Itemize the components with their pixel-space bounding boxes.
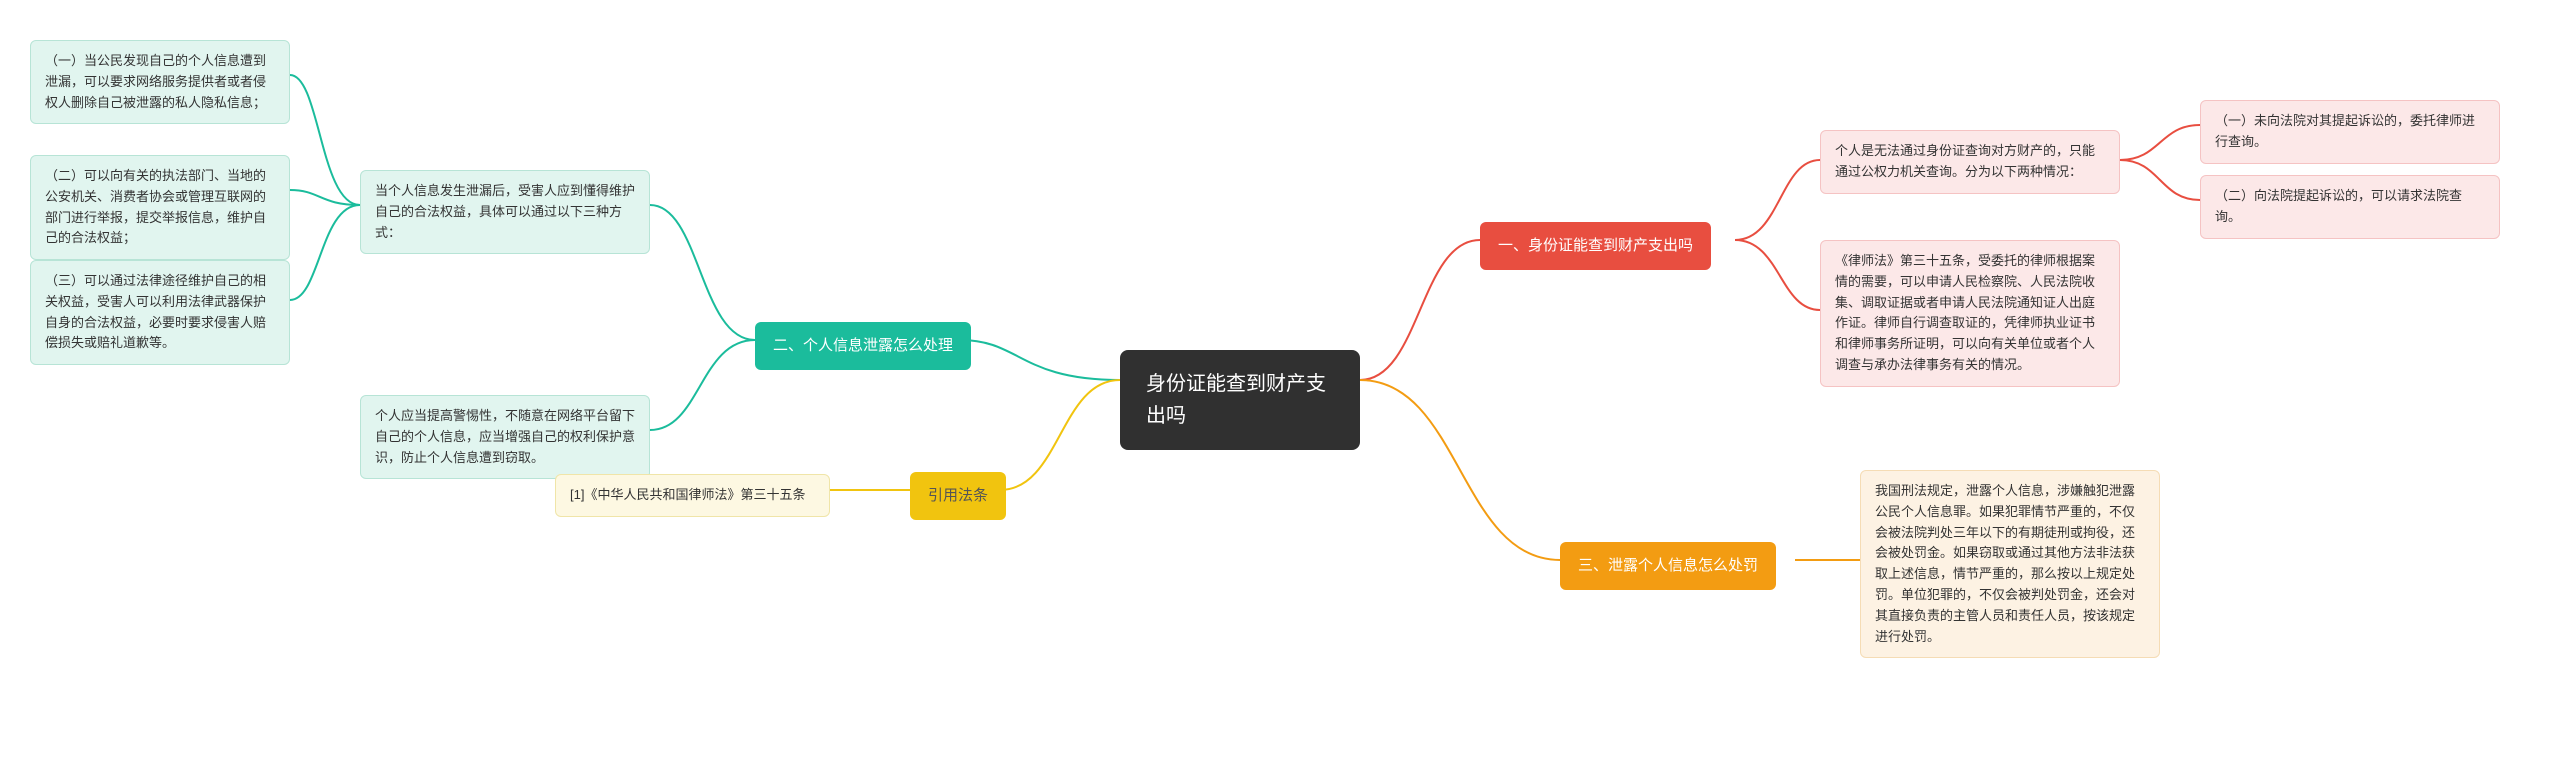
branch-4[interactable]: 引用法条	[910, 472, 1006, 520]
b2-leaf-1-text: 当个人信息发生泄漏后，受害人应到懂得维护自己的合法权益，具体可以通过以下三种方式…	[375, 181, 635, 243]
b3-leaf-1-text: 我国刑法规定，泄露个人信息，涉嫌触犯泄露公民个人信息罪。如果犯罪情节严重的，不仅…	[1875, 481, 2145, 647]
b2-leaf-2-text: 个人应当提高警惕性，不随意在网络平台留下自己的个人信息，应当增强自己的权利保护意…	[375, 406, 635, 468]
b2-leaf-1[interactable]: 当个人信息发生泄漏后，受害人应到懂得维护自己的合法权益，具体可以通过以下三种方式…	[360, 170, 650, 254]
b4-leaf-1[interactable]: [1]《中华人民共和国律师法》第三十五条	[555, 474, 830, 517]
b1-leaf-1-c1-text: （一）未向法院对其提起诉讼的，委托律师进行查询。	[2215, 111, 2485, 153]
branch-4-label: 引用法条	[928, 484, 988, 508]
b2-leaf-2[interactable]: 个人应当提高警惕性，不随意在网络平台留下自己的个人信息，应当增强自己的权利保护意…	[360, 395, 650, 479]
branch-1-label: 一、身份证能查到财产支出吗	[1498, 234, 1693, 258]
b2-leaf-1-c2-text: （二）可以向有关的执法部门、当地的公安机关、消费者协会或管理互联网的部门进行举报…	[45, 166, 275, 249]
branch-2[interactable]: 二、个人信息泄露怎么处理	[755, 322, 971, 370]
b1-leaf-1-text: 个人是无法通过身份证查询对方财产的，只能通过公权力机关查询。分为以下两种情况：	[1835, 141, 2105, 183]
b3-leaf-1[interactable]: 我国刑法规定，泄露个人信息，涉嫌触犯泄露公民个人信息罪。如果犯罪情节严重的，不仅…	[1860, 470, 2160, 658]
b1-leaf-1[interactable]: 个人是无法通过身份证查询对方财产的，只能通过公权力机关查询。分为以下两种情况：	[1820, 130, 2120, 194]
b1-leaf-2-text: 《律师法》第三十五条，受委托的律师根据案情的需要，可以申请人民检察院、人民法院收…	[1835, 251, 2105, 376]
root-node[interactable]: 身份证能查到财产支出吗	[1120, 350, 1360, 450]
b2-leaf-1-c1[interactable]: （一）当公民发现自己的个人信息遭到泄漏，可以要求网络服务提供者或者侵权人删除自己…	[30, 40, 290, 124]
branch-3[interactable]: 三、泄露个人信息怎么处罚	[1560, 542, 1776, 590]
b2-leaf-1-c1-text: （一）当公民发现自己的个人信息遭到泄漏，可以要求网络服务提供者或者侵权人删除自己…	[45, 51, 275, 113]
root-label: 身份证能查到财产支出吗	[1146, 368, 1334, 432]
b2-leaf-1-c2[interactable]: （二）可以向有关的执法部门、当地的公安机关、消费者协会或管理互联网的部门进行举报…	[30, 155, 290, 260]
b1-leaf-1-c2-text: （二）向法院提起诉讼的，可以请求法院查询。	[2215, 186, 2485, 228]
branch-1[interactable]: 一、身份证能查到财产支出吗	[1480, 222, 1711, 270]
branch-2-label: 二、个人信息泄露怎么处理	[773, 334, 953, 358]
b1-leaf-1-c1[interactable]: （一）未向法院对其提起诉讼的，委托律师进行查询。	[2200, 100, 2500, 164]
b2-leaf-1-c3-text: （三）可以通过法律途径维护自己的相关权益，受害人可以利用法律武器保护自身的合法权…	[45, 271, 275, 354]
b4-leaf-1-text: [1]《中华人民共和国律师法》第三十五条	[570, 485, 805, 506]
branch-3-label: 三、泄露个人信息怎么处罚	[1578, 554, 1758, 578]
b2-leaf-1-c3[interactable]: （三）可以通过法律途径维护自己的相关权益，受害人可以利用法律武器保护自身的合法权…	[30, 260, 290, 365]
b1-leaf-2[interactable]: 《律师法》第三十五条，受委托的律师根据案情的需要，可以申请人民检察院、人民法院收…	[1820, 240, 2120, 387]
b1-leaf-1-c2[interactable]: （二）向法院提起诉讼的，可以请求法院查询。	[2200, 175, 2500, 239]
